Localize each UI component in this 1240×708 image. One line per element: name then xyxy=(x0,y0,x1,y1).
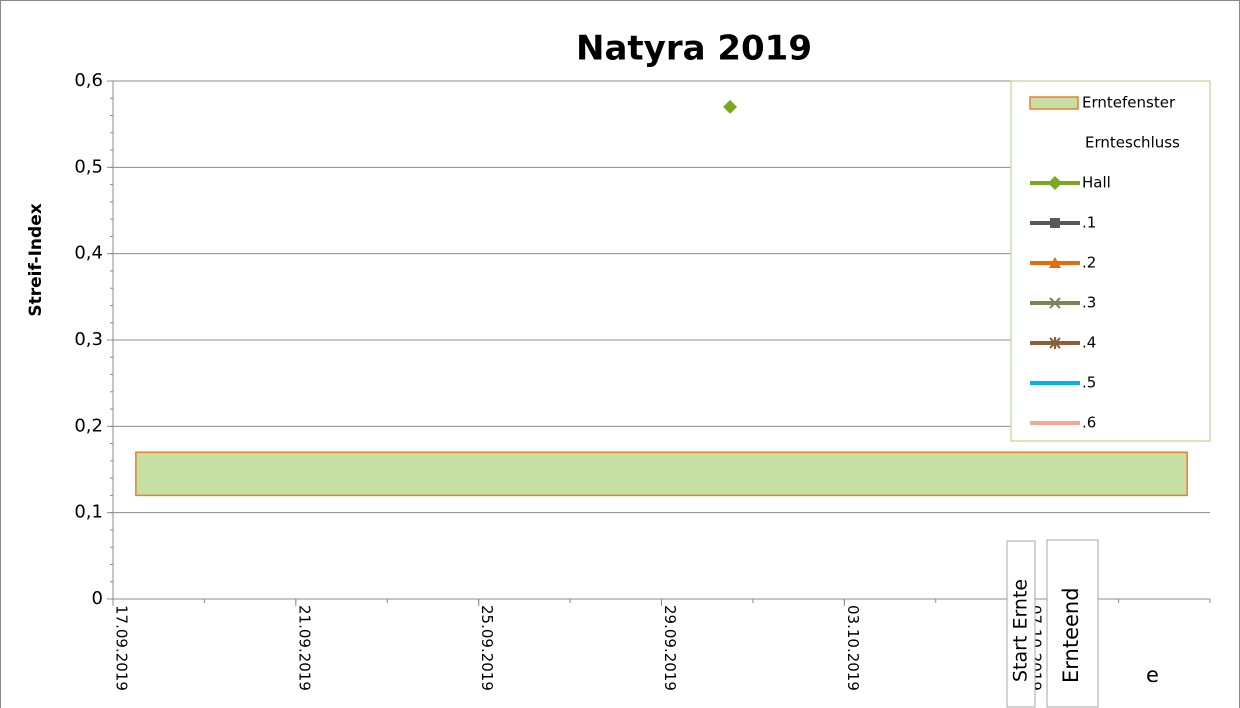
legend-label: Erntefenster xyxy=(1082,94,1176,112)
x-tick-label: 21.09.2019 xyxy=(295,605,313,691)
y-tick-label: 0,5 xyxy=(74,156,103,177)
legend-label: .4 xyxy=(1082,334,1096,352)
legend-label: .5 xyxy=(1082,374,1096,392)
y-tick-label: 0,6 xyxy=(74,70,103,91)
legend-label: Hall xyxy=(1082,174,1111,192)
annotation-box xyxy=(1046,539,1099,708)
legend-label: .1 xyxy=(1082,214,1096,232)
chart-title: Natyra 2019 xyxy=(576,29,812,69)
annotation: e xyxy=(1146,663,1159,687)
x-tick-label: 29.09.2019 xyxy=(661,605,679,691)
point xyxy=(1050,218,1060,228)
y-tick-label: 0,1 xyxy=(74,502,103,523)
legend-label: .6 xyxy=(1082,414,1096,432)
annotation-box xyxy=(1006,540,1036,708)
point xyxy=(723,99,738,114)
annotation: Ernteend xyxy=(1059,587,1083,683)
y-tick-label: 0,4 xyxy=(74,243,103,264)
legend-swatch xyxy=(1029,96,1079,110)
point xyxy=(1049,297,1061,309)
point xyxy=(1049,257,1061,268)
annotation: Start Ernte xyxy=(1010,579,1032,682)
x-tick-label: 17.09.2019 xyxy=(113,605,131,691)
point xyxy=(1048,176,1062,190)
harvest-window xyxy=(135,451,1188,497)
point xyxy=(1049,337,1061,349)
y-tick-label: 0,2 xyxy=(74,415,103,436)
x-tick-label: 03.10.2019 xyxy=(844,605,862,691)
y-axis-label: Streif-Index xyxy=(26,203,46,316)
y-tick-label: 0,3 xyxy=(74,329,103,350)
legend-label: Ernteschluss xyxy=(1085,134,1180,152)
legend-label: .2 xyxy=(1082,254,1096,272)
x-tick-label: 25.09.2019 xyxy=(478,605,496,691)
y-tick-label: 0 xyxy=(92,588,103,609)
legend-label: .3 xyxy=(1082,294,1096,312)
